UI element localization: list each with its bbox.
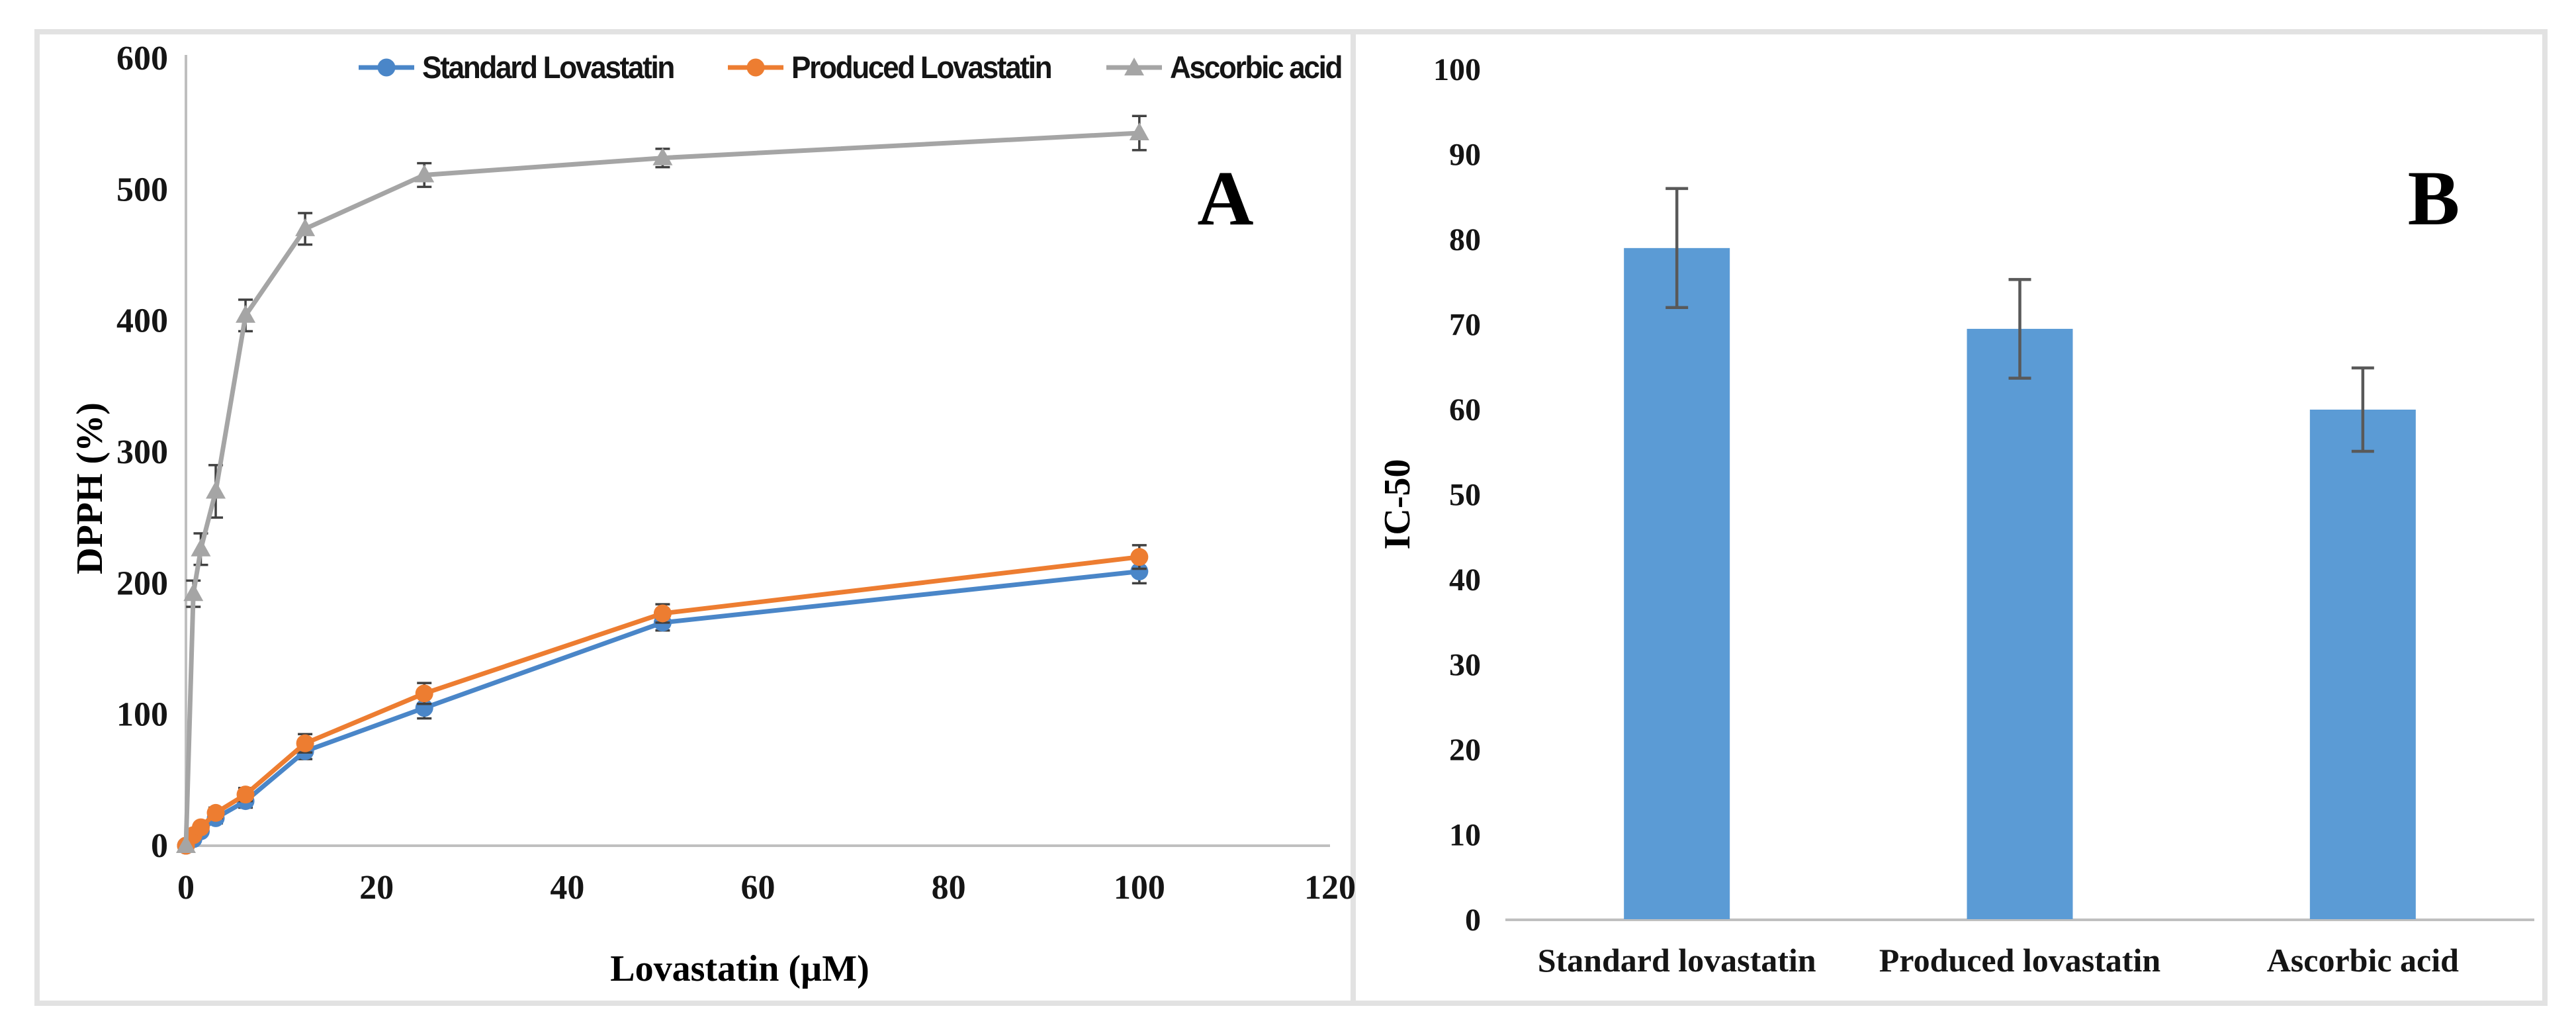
error-bar-ascorbic-acid (2351, 366, 2374, 453)
y-tick-label: 30 (1449, 648, 1481, 683)
category-label-standard-lovastatin: Standard lovastatin (1538, 942, 1816, 979)
marker-circle (1130, 548, 1149, 566)
dpph-line-chart: 0 100 200 300 400 500 600 0 20 40 60 80 100 120 (116, 40, 1356, 907)
marker-triangle (652, 147, 673, 165)
y-tick-label: 100 (1433, 52, 1481, 87)
series-line-ascorbic-acid (183, 130, 1142, 848)
y-tick-label: 50 (1449, 478, 1481, 513)
series-produced-lovastatin (177, 544, 1149, 855)
panel-a-letter: A (1197, 155, 1254, 242)
x-axis-title-lovastatin: Lovastatin (µM) (610, 948, 869, 989)
bar-produced-lovastatin (1967, 328, 2073, 919)
bar-standard-lovastatin (1624, 247, 1730, 920)
y-tick-label: 60 (1449, 392, 1481, 427)
standard-lovastatin-marker-icon (359, 58, 414, 76)
legend-label: Produced Lovastatin (791, 50, 1053, 85)
error-bar-produced-lovastatin (2008, 278, 2031, 380)
bar-ascorbic-acid (2309, 410, 2416, 919)
x-tick-label: 40 (550, 869, 584, 907)
marker-circle (653, 604, 672, 623)
y-tick-label: 90 (1449, 138, 1481, 173)
ascorbic-acid-marker-icon (1106, 57, 1162, 75)
marker-triangle (1129, 122, 1149, 141)
marker-circle (1130, 562, 1149, 580)
series-ascorbic-acid (176, 114, 1149, 853)
ic50-bar-chart: 0 10 20 30 40 50 60 70 80 90 100 Standard lovastati… (1433, 52, 2534, 979)
marker-triangle (414, 164, 435, 183)
y-axis-title-dpph: DPPH (%) (69, 402, 111, 574)
x-tick-label: 80 (932, 869, 966, 907)
panel-b-letter: B (2407, 155, 2460, 242)
category-label-produced-lovastatin: Produced lovastatin (1879, 942, 2161, 979)
marker-triangle (191, 538, 211, 557)
x-tick-label: 20 (359, 869, 394, 907)
y-tick-label: 600 (116, 40, 168, 77)
marker-circle (236, 785, 255, 804)
series-line-produced-lovastatin (183, 555, 1142, 848)
marker-triangle (206, 480, 226, 499)
marker-circle (296, 734, 314, 752)
panel-divider (1351, 29, 1356, 1006)
marker-triangle (183, 583, 204, 602)
y-tick-label: 0 (151, 827, 168, 865)
y-tick-label: 10 (1449, 818, 1481, 853)
y-axis-title-ic50: IC-50 (1377, 459, 1418, 550)
x-tick-label: 120 (1304, 869, 1356, 907)
legend: Standard Lovastatin Produced Lovastatin … (357, 49, 1352, 85)
y-tick-label: 200 (116, 564, 168, 602)
y-tick-label: 20 (1449, 733, 1481, 768)
y-tick-label: 80 (1449, 222, 1481, 257)
marker-circle (206, 803, 225, 822)
error-bar-standard-lovastatin (1666, 187, 1689, 310)
legend-item-ascorbic-acid: Ascorbic acid (1105, 49, 1353, 85)
y-tick-label: 400 (116, 302, 168, 340)
marker-circle (191, 818, 210, 836)
y-tick-label: 300 (116, 433, 168, 471)
category-label-ascorbic-acid: Ascorbic acid (2267, 942, 2459, 979)
x-tick-label: 100 (1114, 869, 1165, 907)
marker-triangle (295, 218, 316, 236)
legend-label: Ascorbic acid (1169, 50, 1343, 85)
figure-border (34, 29, 2548, 1006)
legend-label: Standard Lovastatin (422, 50, 675, 85)
legend-item-standard-lovastatin: Standard Lovastatin (357, 49, 689, 85)
marker-triangle (176, 835, 196, 853)
legend-item-produced-lovastatin: Produced Lovastatin (727, 49, 1067, 85)
y-tick-label: 0 (1465, 903, 1481, 938)
x-tick-label: 60 (741, 869, 776, 907)
produced-lovastatin-marker-icon (728, 58, 784, 76)
marker-triangle (236, 304, 256, 323)
marker-circle (415, 684, 433, 703)
y-tick-label: 500 (116, 171, 168, 208)
y-tick-label: 100 (116, 696, 168, 734)
y-tick-label: 70 (1449, 308, 1481, 343)
y-tick-label: 40 (1449, 562, 1481, 598)
x-tick-label: 0 (177, 869, 195, 907)
